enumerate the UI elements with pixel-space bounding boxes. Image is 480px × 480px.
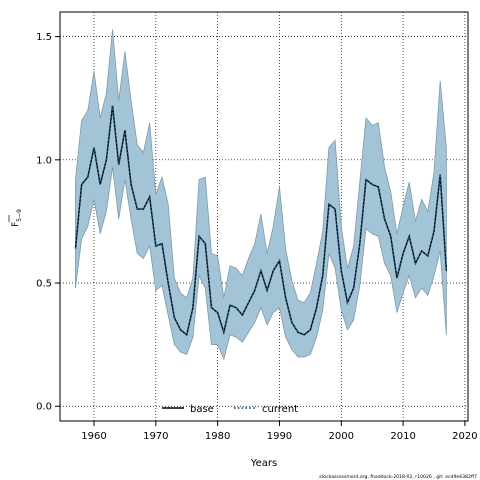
y-tick-label: 1.5	[36, 32, 52, 43]
y-axis-label: F5−9	[8, 209, 23, 227]
confidence-band	[75, 29, 447, 361]
plot-frame	[59, 11, 469, 422]
x-tick-label: 2020	[452, 431, 477, 442]
y-tick-label: 1.0	[36, 155, 52, 166]
svg-text:F5−9: F5−9	[11, 209, 23, 227]
x-tick-label: 2000	[329, 431, 354, 442]
legend-label-base: base	[190, 404, 214, 415]
x-tick-label: 1970	[143, 431, 168, 442]
x-tick-label: 1960	[81, 431, 106, 442]
legend: base current	[162, 404, 298, 415]
x-tick-label: 1990	[267, 431, 292, 442]
series-line-current	[74, 105, 448, 337]
x-axis-label: Years	[250, 458, 277, 469]
y-tick-label: 0.0	[36, 402, 52, 413]
y-axis-label-main: F	[11, 222, 21, 227]
y-tick-label: 0.5	[36, 279, 52, 290]
x-tick-label: 1980	[205, 431, 230, 442]
y-axis: 0.0 0.5 1.0 1.5	[36, 32, 60, 413]
y-axis-label-sub: 5−9	[16, 209, 23, 222]
footer-note: stockassessment.org, fhaddock-2018-02, r…	[319, 474, 477, 480]
x-axis: 1960 1970 1980 1990 2000 2010 2020	[81, 421, 478, 442]
x-tick-label: 2010	[390, 431, 415, 442]
legend-label-current: current	[262, 404, 298, 415]
